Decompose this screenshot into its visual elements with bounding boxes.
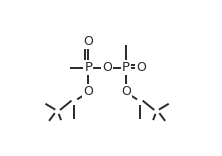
Text: O: O xyxy=(137,61,146,74)
Text: P: P xyxy=(122,61,130,74)
Text: P: P xyxy=(84,61,92,74)
Text: O: O xyxy=(83,85,93,98)
Text: O: O xyxy=(102,61,112,74)
Text: O: O xyxy=(121,85,131,98)
Text: O: O xyxy=(83,35,93,48)
